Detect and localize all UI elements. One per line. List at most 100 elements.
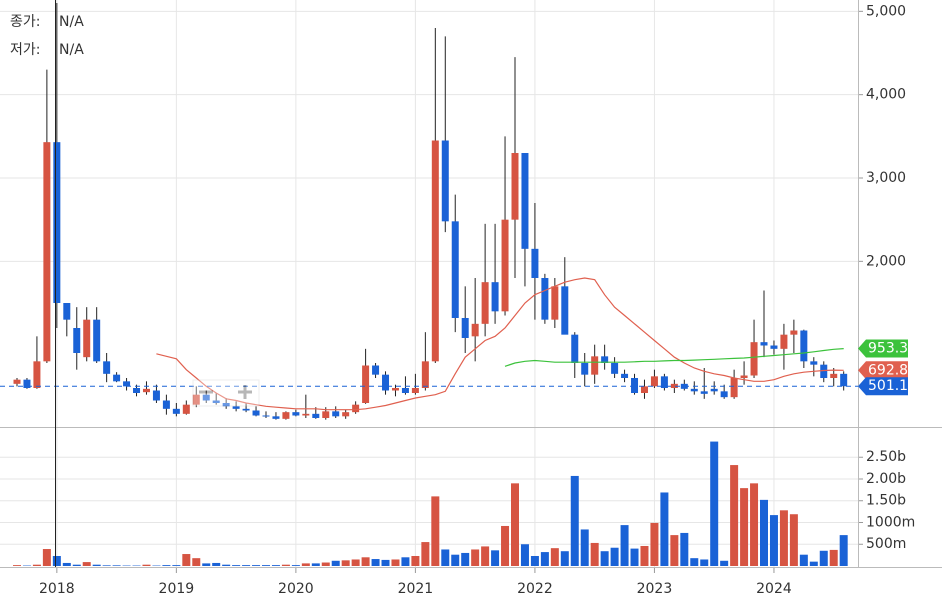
volume-bar	[660, 492, 669, 566]
x-tick-label: 2022	[517, 581, 553, 597]
candle-body	[551, 286, 559, 320]
volume-bar	[291, 565, 300, 566]
price-tag	[858, 361, 908, 380]
volume-bar	[610, 547, 619, 566]
candle-body	[461, 318, 469, 338]
volume-bar	[271, 565, 280, 566]
volume-bar	[381, 559, 390, 566]
volume-bar	[829, 549, 838, 566]
volume-bar	[361, 557, 370, 566]
candle-body	[113, 374, 121, 382]
candle-body	[222, 403, 230, 407]
volume-bar	[62, 562, 71, 566]
candle-body	[352, 404, 360, 413]
volume-bar	[501, 525, 510, 566]
info-value: N/A	[59, 42, 84, 58]
candle-body	[621, 373, 629, 378]
candle-body	[770, 345, 778, 349]
volume-bar	[461, 552, 470, 566]
volume-bar	[560, 551, 569, 566]
candle-body	[581, 363, 589, 375]
volume-bar	[182, 554, 191, 566]
candle-body	[670, 383, 678, 388]
candle-body	[23, 379, 31, 388]
candle-body	[810, 361, 818, 365]
volume-bar	[102, 565, 111, 566]
candle-body	[123, 381, 131, 387]
volume-bar	[640, 545, 649, 566]
candle-body	[272, 416, 280, 419]
volume-bar	[341, 560, 350, 566]
candle-body	[202, 394, 210, 401]
zoom-panel	[192, 379, 260, 407]
volume-bar	[42, 549, 51, 566]
candle-body	[242, 408, 250, 411]
candle-body	[43, 142, 51, 362]
candle-body	[33, 361, 41, 388]
candle-body	[601, 356, 609, 363]
candle-body	[780, 334, 788, 349]
candle-body	[172, 408, 180, 414]
x-tick-label: 2020	[278, 581, 314, 597]
zoom-controls[interactable]	[192, 379, 260, 407]
candle-body	[541, 278, 549, 320]
candle-body	[820, 364, 828, 378]
candle-body	[431, 140, 439, 362]
volume-bar	[401, 557, 410, 566]
volume-bar	[620, 525, 629, 566]
volume-bar	[13, 565, 21, 566]
y2-tick-label: 500m	[866, 536, 906, 552]
volume-bar	[112, 565, 121, 566]
volume-bar	[351, 559, 360, 566]
volume-bar	[92, 564, 101, 566]
volume-bar	[331, 560, 340, 566]
y-tick-label: 2,000	[866, 253, 906, 269]
volume-bar	[580, 529, 589, 566]
info-label: 종가:	[10, 14, 40, 30]
candle-body	[471, 323, 479, 337]
x-tick-label: 2024	[756, 581, 792, 597]
volume-bar	[530, 555, 539, 566]
candle-body	[790, 330, 798, 335]
candle-body	[491, 282, 499, 312]
candle-body	[481, 282, 489, 324]
volume-bar	[690, 558, 699, 566]
volume-bar	[371, 559, 380, 566]
candle-body	[63, 303, 71, 320]
volume-bar	[839, 535, 848, 566]
y2-tick-label: 2.00b	[866, 471, 906, 487]
candle-body	[182, 404, 190, 414]
info-value: N/A	[59, 14, 84, 30]
volume-bar	[511, 483, 519, 566]
candle-body	[660, 376, 668, 388]
candle-body	[372, 365, 380, 375]
volume-bar	[809, 561, 818, 566]
volume-bar	[32, 564, 41, 566]
volume-bar	[491, 550, 500, 566]
candle-body	[571, 334, 579, 363]
volume-bar	[391, 559, 400, 566]
candle-body	[312, 413, 320, 418]
y2-tick-label: 2.50b	[866, 449, 906, 465]
y-tick-label: 3,000	[866, 170, 906, 186]
candle-body	[192, 394, 200, 405]
price-labels: 2,000 3,000 4,000 5,000 500m 1000m 1.50b 2.00b 2…	[39, 3, 915, 597]
price-tag	[858, 339, 908, 358]
candle-body	[591, 356, 599, 375]
candle-body	[103, 361, 111, 374]
candle-body	[362, 365, 370, 403]
volume-bar	[710, 441, 719, 566]
volume-bar	[222, 564, 231, 566]
volume-bar	[72, 564, 81, 566]
candle-body	[740, 375, 748, 378]
candle-body	[650, 376, 658, 387]
candle-body	[93, 319, 101, 362]
candle-body	[13, 379, 21, 384]
volume-bar	[720, 560, 729, 566]
moving-average	[156, 277, 844, 411]
price-tag-label: 692.8	[868, 362, 908, 378]
volume-bar	[471, 549, 480, 566]
volume-bar	[431, 496, 440, 566]
candle-body	[332, 411, 340, 417]
candle-body	[631, 378, 639, 393]
